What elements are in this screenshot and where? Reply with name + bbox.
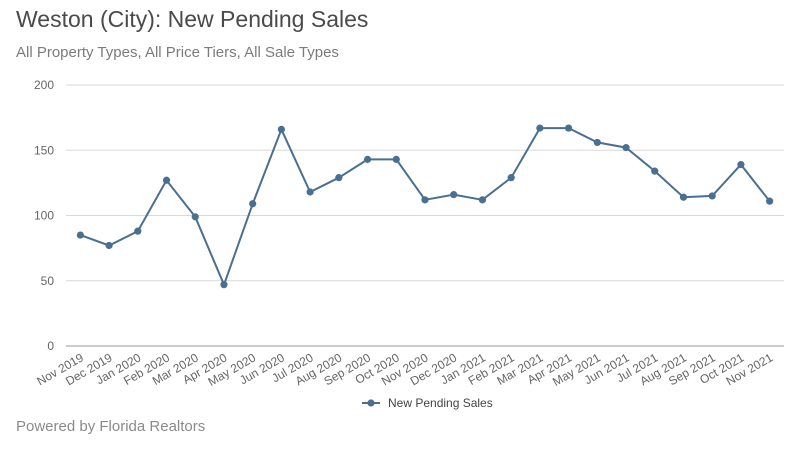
data-point[interactable] xyxy=(105,241,113,250)
data-point[interactable] xyxy=(593,138,601,147)
data-point[interactable] xyxy=(737,161,745,169)
data-point[interactable] xyxy=(622,144,630,152)
data-point[interactable] xyxy=(392,155,400,163)
data-point[interactable] xyxy=(76,231,84,239)
y-tick-label: 0 xyxy=(47,339,54,353)
data-points xyxy=(76,124,774,289)
data-point[interactable] xyxy=(507,174,515,182)
series-line-new-pending-sales xyxy=(80,126,771,288)
data-point[interactable] xyxy=(708,192,716,200)
data-point[interactable] xyxy=(277,125,285,133)
y-axis-ticks: 0 50 100 150 200 xyxy=(34,78,54,353)
chart-subtitle: All Property Types, All Price Tiers, All… xyxy=(16,44,339,61)
y-tick-label: 150 xyxy=(34,143,54,157)
data-point[interactable] xyxy=(478,196,487,204)
legend-label: New Pending Sales xyxy=(388,396,493,410)
y-tick-label: 100 xyxy=(34,209,54,223)
data-point[interactable] xyxy=(162,176,171,184)
data-point[interactable] xyxy=(450,191,458,199)
gridlines xyxy=(66,84,784,282)
data-point[interactable] xyxy=(335,174,343,182)
y-tick-label: 50 xyxy=(41,274,55,288)
data-point[interactable] xyxy=(134,227,142,235)
legend[interactable]: New Pending Sales xyxy=(362,396,493,410)
data-point[interactable] xyxy=(565,124,573,132)
legend-marker-icon xyxy=(367,399,375,407)
data-point[interactable] xyxy=(766,197,774,205)
footer-credit: Powered by Florida Realtors xyxy=(16,418,206,435)
data-point[interactable] xyxy=(679,193,688,201)
data-point[interactable] xyxy=(363,155,372,163)
data-point[interactable] xyxy=(306,188,314,196)
data-point[interactable] xyxy=(191,213,199,221)
y-tick-label: 200 xyxy=(34,78,54,92)
data-point[interactable] xyxy=(220,281,228,289)
data-point[interactable] xyxy=(536,124,544,132)
data-point[interactable] xyxy=(249,200,257,208)
chart-title: Weston (City): New Pending Sales xyxy=(16,6,369,32)
data-point[interactable] xyxy=(421,196,429,204)
data-point[interactable] xyxy=(651,167,659,175)
